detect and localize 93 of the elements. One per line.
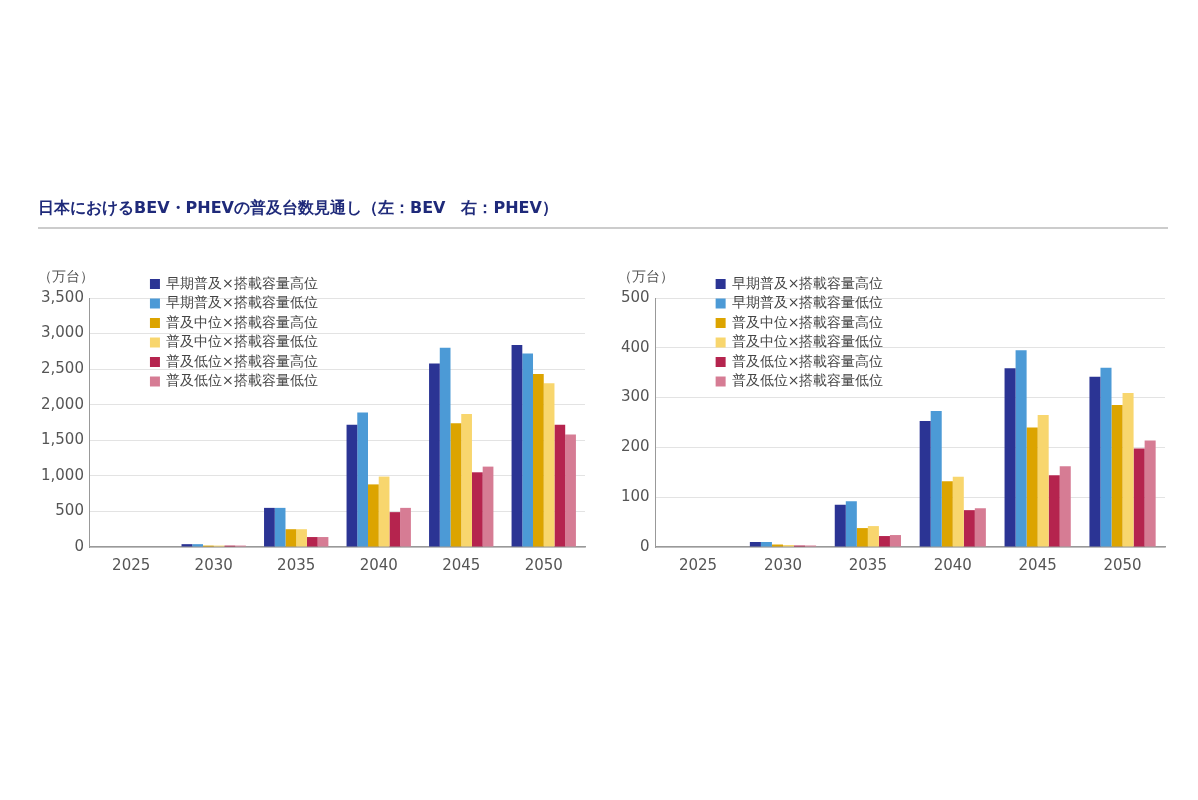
y-tick-label: 500 [55,501,84,520]
x-tick-label: 2035 [277,555,316,574]
bar [181,544,193,547]
bar [1015,350,1027,547]
bar [317,537,329,547]
bar [543,383,555,547]
x-tick-label: 2025 [678,555,718,574]
bar [192,544,203,547]
y-tick-label: 3,000 [40,323,84,342]
bar [845,501,857,547]
y-tick-label: 2,500 [40,359,84,378]
bar [378,476,390,547]
legend-label: 普及低位×搭載容量低位 [165,372,318,389]
bar [963,510,975,547]
bar [264,507,275,547]
bar [400,507,411,547]
bar [834,504,846,547]
y-tick-label: 0 [640,536,650,555]
bar [482,466,494,547]
y-tick-label: 1,500 [40,430,84,449]
legend-label: 早期普及×搭載容量低位 [165,294,318,311]
bar [1026,427,1038,547]
bar [941,481,953,547]
bar [1111,405,1123,547]
y-axis-title: （万台） [38,267,94,284]
bar [285,529,297,547]
bar [439,347,451,547]
x-tick-label: 2030 [763,555,803,574]
y-tick-label: 200 [620,437,650,456]
bar [867,526,879,547]
y-tick-label: 2,000 [40,394,84,413]
y-tick-label: 500 [620,287,650,306]
legend-label: 普及中位×搭載容量高位 [731,313,884,330]
bar [1059,466,1071,547]
bar [554,424,566,547]
x-tick-label: 2040 [359,555,398,574]
x-tick-label: 2040 [933,555,972,574]
legend-label: 普及低位×搭載容量高位 [731,352,884,369]
bar [1004,368,1016,547]
bar [974,508,986,547]
legend-label: 普及中位×搭載容量低位 [165,333,318,350]
chart-title: 日本におけるBEV・PHEVの普及台数見通し（左：BEV 右：PHEV） [38,198,1168,229]
y-tick-label: 3,500 [40,287,84,306]
bar [368,484,379,547]
bar [274,507,286,547]
bar [1048,475,1060,547]
bar [1133,448,1145,547]
x-tick-label: 2035 [848,555,887,574]
bar [952,476,964,547]
bar [450,423,462,547]
x-tick-label: 2045 [442,555,481,574]
y-tick-label: 0 [74,536,84,555]
legend-label: 早期普及×搭載容量高位 [731,274,884,291]
bar [1100,367,1112,547]
legend-label: 普及低位×搭載容量低位 [731,372,884,389]
legend-label: 普及中位×搭載容量低位 [731,333,884,350]
legend-label: 早期普及×搭載容量低位 [731,294,884,311]
legend-label: 早期普及×搭載容量高位 [165,274,318,291]
bar [461,413,472,547]
bar [533,374,544,547]
bar [760,542,772,547]
y-tick-label: 1,000 [40,465,84,484]
bar [357,412,368,547]
bar [1037,415,1049,547]
bar [296,529,307,547]
x-tick-label: 2025 [112,555,151,574]
bar [511,344,523,547]
bar [346,424,358,547]
bar [471,472,483,547]
legend-label: 普及中位×搭載容量高位 [165,313,318,330]
x-tick-label: 2030 [194,555,233,574]
x-tick-label: 2045 [1018,555,1057,574]
bar [919,421,931,547]
y-axis-title: （万台） [618,267,674,284]
bar [1122,393,1134,547]
bar [429,363,440,547]
bar [522,353,534,547]
bar [389,512,401,547]
y-tick-label: 400 [620,337,650,356]
bar [306,537,318,547]
x-tick-label: 2050 [524,555,563,574]
bar [856,528,868,547]
x-tick-label: 2050 [1103,555,1142,574]
bar [930,411,942,547]
bar [1144,440,1156,547]
bar [565,434,576,547]
y-tick-label: 300 [620,387,650,406]
y-tick-label: 100 [620,487,650,506]
legend-label: 普及低位×搭載容量高位 [165,352,318,369]
bar [889,535,901,547]
bar [1089,376,1101,547]
bar [749,542,761,547]
bar [878,536,890,547]
